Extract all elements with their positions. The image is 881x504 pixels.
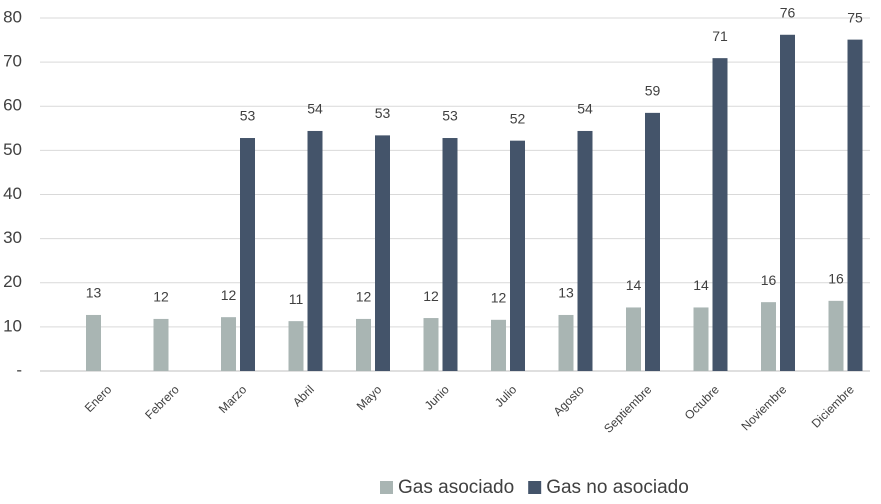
bar: [288, 321, 304, 371]
y-tick-label: 10: [3, 316, 22, 335]
data-label: 75: [847, 9, 863, 25]
x-tick-label: Enero: [82, 382, 115, 415]
data-label: 13: [86, 285, 102, 301]
legend-label: Gas asociado: [398, 477, 514, 498]
bar: [645, 112, 660, 372]
x-tick-label: Diciembre: [809, 382, 857, 430]
bar: [780, 34, 795, 372]
y-tick-label: 30: [3, 228, 22, 247]
data-label: 12: [491, 290, 507, 306]
bar: [828, 300, 844, 371]
data-label: 76: [780, 4, 796, 20]
bar: [423, 318, 439, 371]
x-tick-label: Octubre: [682, 382, 722, 422]
bar: [442, 138, 458, 371]
bar: [375, 135, 390, 371]
x-tick-label: Septiembre: [601, 382, 655, 436]
y-tick-label: 20: [3, 272, 22, 291]
data-label: 12: [356, 289, 372, 305]
bar: [693, 307, 709, 371]
y-tick-label: -: [16, 360, 22, 379]
data-label: 13: [558, 285, 574, 301]
bar: [761, 302, 776, 371]
y-tick-label: 50: [3, 140, 22, 159]
y-tick-label: 70: [3, 52, 22, 71]
x-tick-label: Junio: [422, 382, 452, 412]
data-label: 53: [375, 105, 391, 121]
data-label: 16: [761, 272, 777, 288]
bar: [307, 130, 323, 371]
data-label: 12: [221, 287, 237, 303]
bar: [626, 307, 641, 371]
bar: [221, 317, 236, 371]
bar: [153, 318, 169, 371]
data-label: 54: [577, 101, 593, 117]
bar: [86, 314, 101, 371]
data-label: 52: [510, 110, 526, 126]
data-label: 12: [423, 288, 439, 304]
data-label: 12: [153, 289, 169, 305]
legend-swatch: [528, 481, 542, 494]
bar: [491, 319, 506, 371]
bar: [240, 138, 255, 371]
data-label: 14: [626, 277, 642, 293]
x-tick-label: Marzo: [216, 382, 250, 416]
bar: [847, 39, 863, 372]
bar: [577, 130, 593, 371]
x-tick-label: Abril: [290, 382, 317, 409]
bar: [510, 140, 525, 371]
bar: [558, 314, 574, 371]
x-tick-label: Agosto: [551, 382, 588, 419]
y-tick-label: 80: [3, 7, 22, 26]
x-tick-label: Noviembre: [738, 382, 789, 433]
bar: [356, 318, 371, 371]
data-label: 11: [289, 291, 304, 307]
data-label: 14: [693, 277, 709, 293]
x-tick-label: Febrero: [142, 382, 182, 422]
x-tick-label: Mayo: [354, 382, 385, 413]
data-label: 53: [442, 108, 458, 124]
data-label: 53: [240, 108, 256, 124]
data-label: 59: [645, 83, 661, 99]
legend-label: Gas no asociado: [546, 477, 689, 498]
data-label: 71: [712, 28, 728, 44]
data-label: 16: [828, 271, 844, 287]
y-tick-label: 40: [3, 184, 22, 203]
x-tick-label: Julio: [492, 382, 520, 410]
data-label: 54: [307, 101, 323, 117]
bar: [712, 58, 728, 372]
legend-swatch: [380, 481, 393, 494]
y-tick-label: 60: [3, 96, 22, 115]
